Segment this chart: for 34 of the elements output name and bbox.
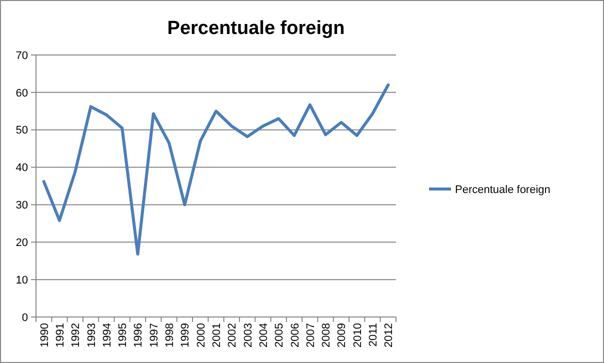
y-tick-label: 50 [16, 124, 28, 137]
x-tick-label: 2008 [320, 323, 333, 348]
y-tick-label: 30 [16, 200, 28, 212]
x-tick-label: 2002 [226, 323, 239, 348]
x-tick-label: 2012 [383, 323, 396, 348]
y-tick-label: 40 [16, 162, 28, 174]
x-tick-label: 2007 [304, 323, 317, 348]
x-tick-label: 1997 [148, 323, 160, 348]
x-tick-label: 1994 [101, 323, 114, 348]
x-tick-label: 2003 [242, 323, 254, 348]
y-tick-label: 70 [16, 50, 28, 62]
x-tick-label: 1992 [70, 323, 82, 348]
x-tick-label: 2006 [289, 323, 302, 348]
chart-title: Percentuale foreign [167, 18, 345, 39]
x-tick-label: 2010 [352, 323, 364, 348]
y-tick-label: 10 [16, 274, 28, 286]
y-tick-label: 60 [16, 87, 28, 100]
x-tick-label: 2000 [195, 323, 208, 348]
y-tick-label: 0 [22, 312, 28, 324]
x-tick-label: 1996 [132, 323, 145, 348]
line-series [42, 83, 390, 256]
x-tick-label: 2001 [211, 323, 223, 348]
x-tick-label: 2009 [336, 323, 348, 348]
x-tick-label: 2005 [274, 323, 286, 348]
x-tick-label: 1998 [164, 323, 176, 348]
x-tick-label: 1991 [54, 323, 66, 348]
x-tick-label: 1990 [38, 323, 51, 348]
x-tick-label: 1995 [117, 323, 130, 348]
x-tick-label: 1993 [86, 323, 98, 348]
x-tick-label: 2011 [368, 323, 380, 347]
legend-label: Percentuale foreign [455, 184, 550, 196]
x-tick-label: 2004 [258, 323, 270, 348]
x-tick-label: 1999 [180, 323, 192, 348]
y-tick-label: 20 [16, 236, 28, 249]
